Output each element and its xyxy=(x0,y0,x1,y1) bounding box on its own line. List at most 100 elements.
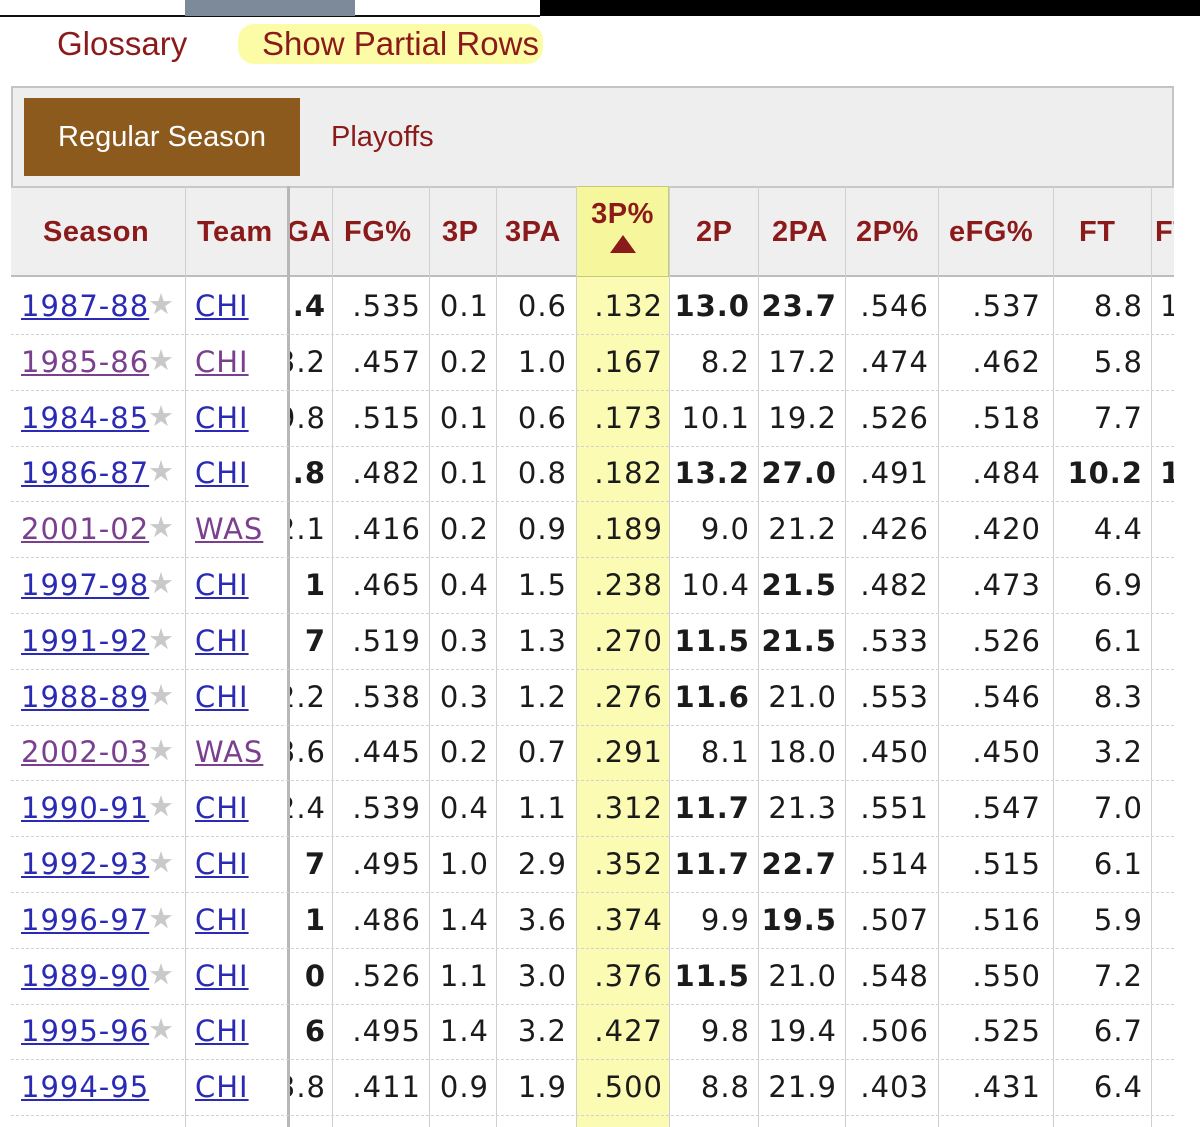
fga-cell: 0 xyxy=(290,949,332,1005)
season-link[interactable]: 1992-93 xyxy=(21,847,150,881)
two-pa-value: 21.0 xyxy=(768,959,837,993)
team-link[interactable]: CHI xyxy=(195,1070,249,1104)
tab-regular-season[interactable]: Regular Season xyxy=(24,98,300,176)
team-link[interactable]: WAS xyxy=(195,735,264,769)
fga-cell: 1 xyxy=(290,893,332,949)
three-p-value: 0.1 xyxy=(439,401,489,435)
three-pa-value: 3.0 xyxy=(517,959,567,993)
season-link[interactable]: 1997-98 xyxy=(21,568,150,602)
season-link[interactable]: 1986-87 xyxy=(21,456,150,490)
ft-value: 6.7 xyxy=(1093,1014,1143,1048)
fga-cell: 7 xyxy=(290,837,332,893)
two-p-value: 11.5 xyxy=(674,959,750,993)
table-row: 1989-90 ★ CHI 0 .526 1.1 3.0 .376 11.5 21.0 .548 .5… xyxy=(11,949,1174,1005)
row-separator xyxy=(11,1004,1174,1005)
row-separator xyxy=(11,334,1174,335)
header-season[interactable]: Season xyxy=(43,216,150,248)
row-separator xyxy=(11,390,1174,391)
sorted-column-highlight xyxy=(576,186,669,1127)
three-pct-value: .376 xyxy=(594,959,663,993)
three-pct-value: .427 xyxy=(594,1014,663,1048)
header-2pa[interactable]: 2PA xyxy=(772,216,828,248)
two-p-value: 8.2 xyxy=(700,345,750,379)
show-partial-rows-link[interactable]: Show Partial Rows xyxy=(238,24,543,64)
fga-value: 7 xyxy=(304,847,326,881)
column-divider xyxy=(845,186,846,1127)
all-star-icon: ★ xyxy=(148,680,174,712)
fga-value: 1 xyxy=(304,903,326,937)
three-pct-value: .312 xyxy=(594,791,663,825)
team-link[interactable]: CHI xyxy=(195,456,249,490)
efg-pct-value: .516 xyxy=(972,903,1041,937)
ft-value: 6.1 xyxy=(1093,624,1143,658)
table-row: 1985-86★ CHI 3.2 .457 0.2 1.0 .167 8.2 17.2 .474.… xyxy=(11,335,1174,391)
ft-value: 6.4 xyxy=(1093,1070,1143,1104)
fg-pct-value: .445 xyxy=(352,735,421,769)
header-2p-pct[interactable]: 2P% xyxy=(856,216,919,248)
top-bar xyxy=(0,0,1200,18)
season-link[interactable]: 1990-91 xyxy=(21,791,150,825)
header-3pa[interactable]: 3PA xyxy=(505,216,561,248)
header-2p[interactable]: 2P xyxy=(696,216,733,248)
header-fga[interactable]: FGA xyxy=(287,216,331,248)
season-link[interactable]: 1987-88 xyxy=(21,289,150,323)
fg-pct-value: .495 xyxy=(352,847,421,881)
column-divider xyxy=(758,186,759,1127)
season-link[interactable]: 1989-90 xyxy=(21,959,150,993)
three-pa-value: 0.9 xyxy=(517,512,567,546)
fta-cell xyxy=(1152,1004,1174,1060)
season-link[interactable]: 1996-97 xyxy=(21,903,150,937)
team-link[interactable]: CHI xyxy=(195,401,249,435)
header-efg-pct[interactable]: eFG% xyxy=(949,216,1034,248)
glossary-link[interactable]: Glossary xyxy=(57,25,188,62)
three-pct-value: .291 xyxy=(594,735,663,769)
team-link[interactable]: WAS xyxy=(195,512,264,546)
header-3p[interactable]: 3P xyxy=(442,216,479,248)
ft-value: 4.4 xyxy=(1093,512,1143,546)
team-link[interactable]: CHI xyxy=(195,624,249,658)
team-link[interactable]: CHI xyxy=(195,903,249,937)
season-link[interactable]: 1994-95 xyxy=(21,1070,150,1104)
team-link[interactable]: CHI xyxy=(195,680,249,714)
two-pct-value: .450 xyxy=(860,735,929,769)
column-divider xyxy=(496,186,497,1127)
team-link[interactable]: CHI xyxy=(195,847,249,881)
two-p-value: 8.1 xyxy=(700,735,750,769)
fga-cell: 3.8 xyxy=(290,1060,332,1116)
all-star-icon: ★ xyxy=(148,1014,174,1046)
team-link[interactable]: CHI xyxy=(195,791,249,825)
season-link[interactable]: 1995-96 xyxy=(21,1014,150,1048)
ft-value: 6.1 xyxy=(1093,847,1143,881)
two-pa-value: 23.7 xyxy=(761,289,837,323)
header-fta[interactable]: FTA xyxy=(1155,216,1174,248)
season-link[interactable]: 2002-03 xyxy=(21,735,150,769)
tab-playoffs[interactable]: Playoffs xyxy=(331,121,434,153)
season-link[interactable]: 1988-89 xyxy=(21,680,150,714)
header-fta-wrap: FTA xyxy=(1151,186,1174,277)
header-3p-pct[interactable]: 3P% xyxy=(576,198,669,253)
team-link[interactable]: CHI xyxy=(195,289,249,323)
team-link[interactable]: CHI xyxy=(195,568,249,602)
three-pct-value: .182 xyxy=(594,456,663,490)
two-pct-value: .482 xyxy=(860,568,929,602)
ft-value: 8.3 xyxy=(1093,680,1143,714)
fta-value: 1 xyxy=(1160,289,1174,323)
team-link[interactable]: CHI xyxy=(195,345,249,379)
fga-value: 1 xyxy=(304,568,326,602)
season-link[interactable]: 1991-92 xyxy=(21,624,150,658)
three-p-value: 0.2 xyxy=(439,345,489,379)
season-link[interactable]: 2001-02 xyxy=(21,512,150,546)
team-link[interactable]: CHI xyxy=(195,1014,249,1048)
team-link[interactable]: CHI xyxy=(195,959,249,993)
all-star-icon: ★ xyxy=(148,456,174,488)
season-link[interactable]: 1985-86 xyxy=(21,345,150,379)
ft-value: 7.0 xyxy=(1093,791,1143,825)
season-link[interactable]: 1984-85 xyxy=(21,401,150,435)
table-row: 1988-89★ CHI 2.2 .538 0.3 1.2 .276 11.6 21.0 .553… xyxy=(11,670,1174,726)
fta-cell xyxy=(1152,391,1174,447)
table-row: 1997-98 ★ CHI 1 .465 0.4 1.5 .238 10.4 21.5 .482 .4… xyxy=(11,558,1174,614)
header-ft[interactable]: FT xyxy=(1079,216,1116,248)
header-team[interactable]: Team xyxy=(197,216,273,248)
efg-pct-value: .546 xyxy=(972,680,1041,714)
header-fg-pct[interactable]: FG% xyxy=(344,216,412,248)
